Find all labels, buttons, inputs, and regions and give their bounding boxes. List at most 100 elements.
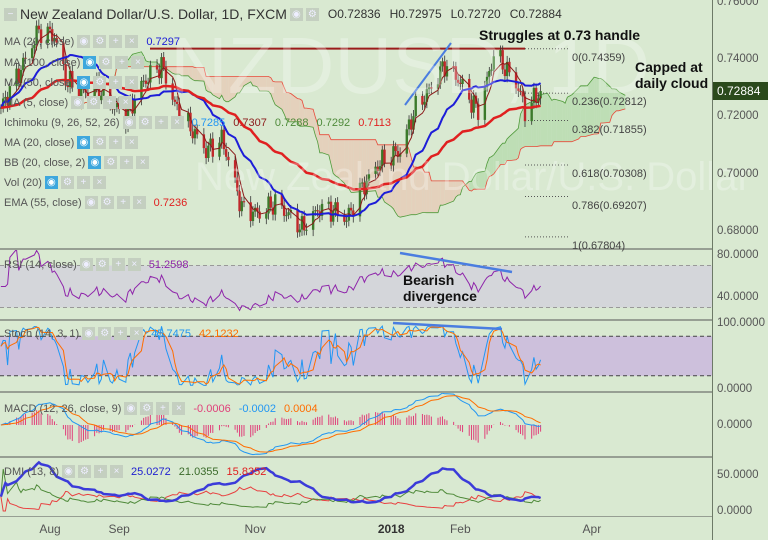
plus-icon[interactable]: + [115,56,129,69]
eye-icon[interactable]: ◉ [124,402,138,415]
candle-body [376,166,380,171]
indicator-legend: Ichimoku (9, 26, 52, 26) ◉ ⚙ + × 0.7285 0.7307… [4,116,391,129]
plus-icon[interactable]: + [154,116,168,129]
plus-icon[interactable]: + [120,156,134,169]
candle-body [505,61,509,77]
close-icon[interactable]: × [130,327,144,340]
eye-icon[interactable]: ◉ [83,56,97,69]
eye-icon[interactable]: ◉ [84,196,98,209]
dmi-plus-line [0,468,541,508]
ichimoku-cloud-segment [567,96,570,142]
annotation-line: Capped at [635,59,703,75]
gear-icon[interactable]: ⚙ [93,76,107,89]
ichimoku-cloud-segment [442,180,445,206]
eye-icon[interactable]: ◉ [77,136,91,149]
gear-icon[interactable]: ⚙ [99,56,113,69]
ichimoku-cloud-segment [580,85,583,137]
plus-icon[interactable]: + [94,465,108,478]
candle-body [410,119,413,130]
ichimoku-cloud-segment [210,76,213,95]
candle-body [160,57,163,79]
candle-body [207,145,210,159]
annotation-divergence: Bearish divergence [403,272,477,304]
close-icon[interactable]: × [125,35,139,48]
eye-icon[interactable]: ◉ [289,7,303,21]
ichimoku-cloud-segment [524,101,532,147]
gear-icon[interactable]: ⚙ [93,35,107,48]
gear-icon[interactable]: ⚙ [100,196,114,209]
close-icon[interactable]: × [170,116,184,129]
gear-icon[interactable]: ⚙ [138,116,152,129]
plus-icon[interactable]: + [114,327,128,340]
chart-canvas[interactable] [0,0,712,517]
ichimoku-cloud-segment [250,76,253,86]
plus-icon[interactable]: + [156,402,170,415]
gear-icon[interactable]: ⚙ [98,327,112,340]
close-icon[interactable]: × [131,56,145,69]
close-icon[interactable]: × [132,196,146,209]
close-icon[interactable]: × [125,136,139,149]
candle-body [519,90,522,92]
ichimoku-cloud-segment [500,143,503,165]
candle-body [39,29,43,43]
eye-icon[interactable]: ◉ [62,465,76,478]
candle-body [501,50,504,70]
ichimoku-cloud-segment [614,88,617,113]
ichimoku-cloud-segment [235,76,238,97]
eye-icon[interactable]: ◉ [82,327,96,340]
eye-icon[interactable]: ◉ [77,76,91,89]
eye-icon[interactable]: ◉ [88,156,102,169]
indicator-value: 21.0355 [178,465,219,478]
close-icon[interactable]: × [136,156,150,169]
gear-icon[interactable]: ⚙ [305,7,319,21]
eye-icon[interactable]: ◉ [44,176,58,189]
close-icon[interactable]: × [92,176,106,189]
ichimoku-cloud-segment [569,94,572,142]
gear-icon[interactable]: ⚙ [104,156,118,169]
close-icon[interactable]: × [110,465,124,478]
plus-icon[interactable]: + [109,35,123,48]
gear-icon[interactable]: ⚙ [95,258,109,271]
gear-icon[interactable]: ⚙ [93,136,107,149]
gear-icon[interactable]: ⚙ [60,176,74,189]
ichimoku-cloud-segment [212,76,220,99]
ichimoku-cloud-segment [556,99,563,142]
plus-icon[interactable]: + [109,136,123,149]
close-icon[interactable]: × [119,96,133,109]
price-axis[interactable]: 0.72884 0.76000 0.74000 0.72000 0.70000 0.68… [712,0,768,540]
eye-icon[interactable]: ◉ [71,96,85,109]
eye-icon[interactable]: ◉ [79,258,93,271]
candle-body [407,119,411,130]
close-icon[interactable]: × [172,402,186,415]
candle-body [454,66,458,80]
annotation-line: daily cloud [635,75,709,91]
candle-body [332,210,335,222]
gear-icon[interactable]: ⚙ [140,402,154,415]
candle-body [439,66,442,85]
ichimoku-cloud-segment [415,166,423,215]
ichimoku-cloud-segment [596,77,599,135]
candle-body [488,70,491,77]
gear-icon[interactable]: ⚙ [87,96,101,109]
indicator-label: MA (20, close) [4,136,75,149]
collapse-icon[interactable]: − [4,7,17,21]
indicator-value: 42.1232 [198,327,239,340]
indicator-legend: MA (100, close) ◉ ⚙ + × [4,56,145,69]
plus-icon[interactable]: + [76,176,90,189]
ichimoku-cloud-segment [244,76,251,86]
eye-icon[interactable]: ◉ [122,116,136,129]
close-icon[interactable]: × [125,76,139,89]
gear-icon[interactable]: ⚙ [78,465,92,478]
ichimoku-cloud-segment [469,181,472,192]
indicator-legend: RSI (14, close) ◉ ⚙ + × 51.2598 [4,258,189,271]
eye-icon[interactable]: ◉ [77,35,91,48]
plus-icon[interactable]: + [109,76,123,89]
close-value: C0.72884 [509,7,562,21]
plus-icon[interactable]: + [111,258,125,271]
ichimoku-cloud-segment [444,180,447,205]
plus-icon[interactable]: + [116,196,130,209]
plus-icon[interactable]: + [103,96,117,109]
candle-body [499,50,502,57]
indicator-value: 0.7297 [146,35,180,48]
close-icon[interactable]: × [127,258,141,271]
